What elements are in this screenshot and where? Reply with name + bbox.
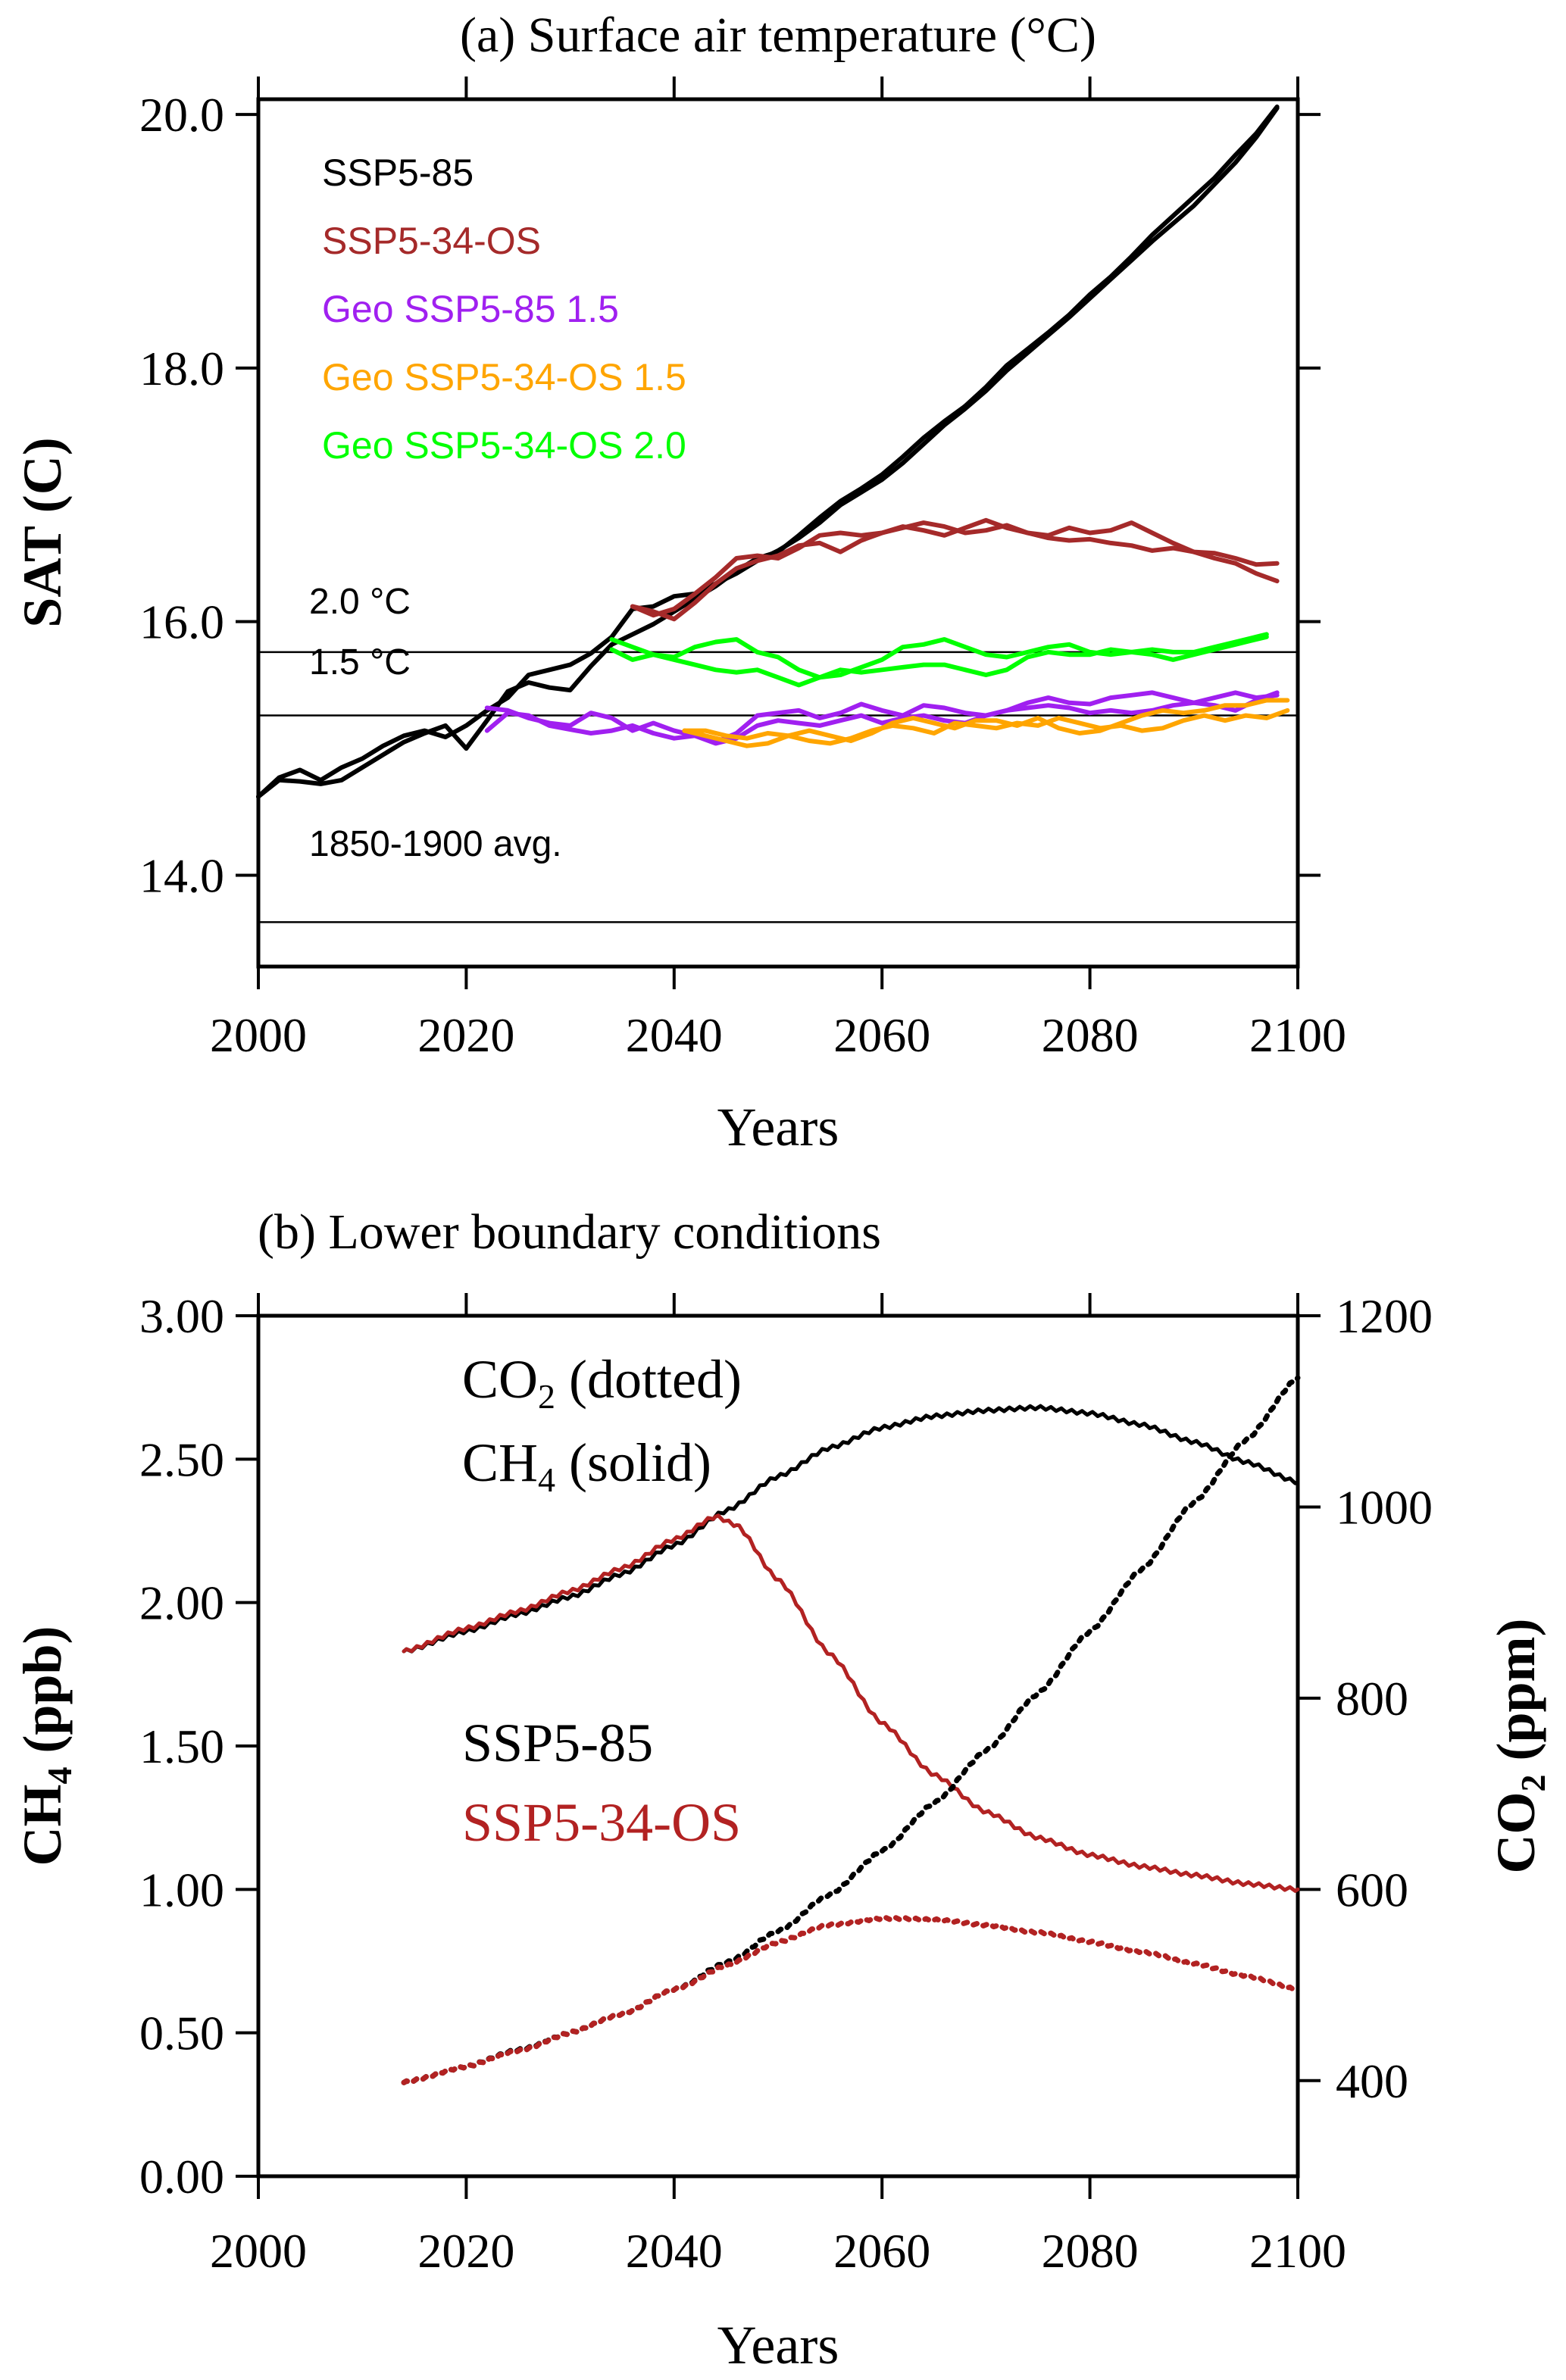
x-tick-label: 2020 bbox=[417, 1008, 514, 1062]
series-co2-ssp5-34-os bbox=[401, 1914, 1301, 2085]
panel-a-ylabel: SAT (C) bbox=[12, 437, 73, 627]
series-ssp5-34-os-member-1 bbox=[630, 517, 1280, 618]
series-ch4-ssp5-85 bbox=[402, 1404, 1300, 1654]
ref-label-preindustrial: 1850-1900 avg. bbox=[309, 824, 562, 864]
y-tick-label-right: 800 bbox=[1336, 1672, 1408, 1726]
panel-b-ylabel-right: CO2 (ppm) bbox=[1486, 1618, 1552, 1873]
legend-ssp5-85: SSP5-85 bbox=[322, 151, 474, 194]
panel-b-series bbox=[401, 1375, 1301, 2085]
series-ssp5-34-os-member-2 bbox=[630, 520, 1280, 622]
panel-a-xlabel: Years bbox=[717, 1097, 839, 1157]
y-tick-label: 18.0 bbox=[139, 342, 224, 395]
panel-b-xlabel: Years bbox=[717, 2315, 839, 2375]
series-geo-ssp5-85-1-5-member-2 bbox=[484, 690, 1280, 746]
series-geo-ssp5-85-1-5-member-1 bbox=[484, 690, 1280, 745]
panel-b-boundary-conditions: (b) Lower boundary conditions CH4 (ppb) … bbox=[12, 1204, 1552, 2375]
legend-geo-ssp5-85-1-5: Geo SSP5-85 1.5 bbox=[322, 288, 619, 330]
panel-a-temperature: (a) Surface air temperature (°C) SAT (C)… bbox=[12, 8, 1346, 1157]
x-tick-label: 2080 bbox=[1042, 2224, 1139, 2278]
x-tick-label: 2060 bbox=[833, 1008, 930, 1062]
panel-a-legend: SSP5-85 SSP5-34-OS Geo SSP5-85 1.5 Geo S… bbox=[322, 151, 686, 467]
panel-b-legend-ssp5-34-os: SSP5-34-OS bbox=[462, 1792, 741, 1853]
x-tick-label: 2020 bbox=[417, 2224, 514, 2278]
y-tick-label: 16.0 bbox=[139, 595, 224, 649]
y-tick-label-left: 1.00 bbox=[139, 1863, 224, 1916]
panel-a-title: (a) Surface air temperature (°C) bbox=[460, 8, 1096, 63]
x-tick-label: 2100 bbox=[1249, 2224, 1346, 2278]
panel-b-ylabel-left: CH4 (ppb) bbox=[12, 1626, 79, 1866]
legend-geo-ssp5-34-os-1-5: Geo SSP5-34-OS 1.5 bbox=[322, 356, 686, 398]
y-tick-label: 14.0 bbox=[139, 848, 224, 902]
y-tick-label-left: 0.00 bbox=[139, 2150, 224, 2204]
legend-geo-ssp5-34-os-2-0: Geo SSP5-34-OS 2.0 bbox=[322, 424, 686, 467]
series-geo-ssp5-34-os-2-0-member-2 bbox=[609, 634, 1269, 688]
y-tick-label-left: 2.50 bbox=[139, 1432, 224, 1486]
x-tick-label: 2000 bbox=[210, 2224, 307, 2278]
x-tick-label: 2080 bbox=[1042, 1008, 1139, 1062]
y-tick-label: 20.0 bbox=[139, 88, 224, 142]
panel-a-frame bbox=[256, 97, 1300, 969]
ref-label-1-5: 1.5 °C bbox=[309, 642, 411, 682]
panel-b-axes: 2000 2020 2040 2060 2080 2100 0.00 0.50 1.00 1.50… bbox=[139, 1289, 1433, 2278]
x-tick-label: 2040 bbox=[626, 2224, 723, 2278]
ref-label-2-0: 2.0 °C bbox=[309, 582, 411, 622]
x-tick-label: 2000 bbox=[210, 1008, 307, 1062]
panel-a-series bbox=[256, 105, 1290, 799]
y-tick-label-right: 1000 bbox=[1336, 1480, 1433, 1534]
panel-b-title: (b) Lower boundary conditions bbox=[258, 1204, 881, 1260]
x-tick-label: 2100 bbox=[1249, 1008, 1346, 1062]
series-geo-ssp5-34-os-1-5-member-2 bbox=[682, 707, 1290, 748]
panel-a-axes: 2000 2020 2040 2060 2080 2100 14.0 16.0 18.0 20.0 bbox=[139, 77, 1346, 1062]
y-tick-label-left: 2.00 bbox=[139, 1576, 224, 1630]
panel-b-frame bbox=[256, 1313, 1300, 2179]
annotation-co2-dotted: CO2 (dotted) bbox=[462, 1349, 742, 1416]
annotation-ch4-solid: CH4 (solid) bbox=[462, 1432, 711, 1499]
series-ch4-ssp5-34-os bbox=[402, 1513, 1300, 1893]
y-tick-label-right: 600 bbox=[1336, 1863, 1408, 1916]
y-tick-label-right: 1200 bbox=[1336, 1289, 1433, 1343]
y-tick-label-left: 0.50 bbox=[139, 2007, 224, 2060]
y-tick-label-right: 400 bbox=[1336, 2054, 1408, 2108]
y-tick-label-left: 1.50 bbox=[139, 1719, 224, 1773]
panel-b-legend-ssp5-85: SSP5-85 bbox=[462, 1713, 653, 1773]
legend-ssp5-34-os: SSP5-34-OS bbox=[322, 220, 541, 262]
series-geo-ssp5-34-os-2-0-member-1 bbox=[609, 632, 1269, 680]
y-tick-label-left: 3.00 bbox=[139, 1289, 224, 1343]
x-tick-label: 2060 bbox=[833, 2224, 930, 2278]
x-tick-label: 2040 bbox=[626, 1008, 723, 1062]
